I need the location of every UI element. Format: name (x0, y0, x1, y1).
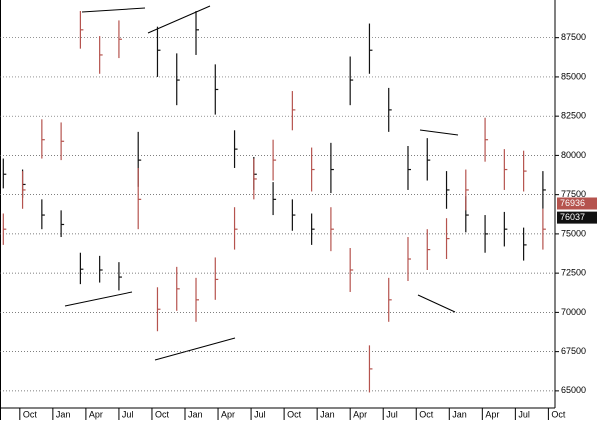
y-tick-label: 72500 (561, 268, 586, 278)
y-tick-label: 80000 (561, 150, 586, 160)
y-tick-label: 75000 (561, 228, 586, 238)
x-tick-label: Jan (452, 409, 467, 419)
x-tick-label: Oct (287, 409, 302, 419)
y-tick-label: 82500 (561, 111, 586, 121)
x-tick-label: Jul (386, 409, 398, 419)
trend-lines (64, 5, 459, 361)
x-tick-label: Oct (551, 409, 566, 419)
x-tick-label: Jan (56, 409, 71, 419)
x-tick-label: Oct (155, 409, 170, 419)
y-tick-label: 87500 (561, 32, 586, 42)
y-tick-label: 65000 (561, 385, 586, 395)
y-tick-label: 77500 (561, 189, 586, 199)
y-tick-label: 67500 (561, 346, 586, 356)
x-tick-label: Jul (122, 409, 134, 419)
y-tick-label: 85000 (561, 71, 586, 81)
x-tick-label: Jul (254, 409, 266, 419)
x-tick-label: Jul (518, 409, 530, 419)
last-value-box (557, 211, 597, 224)
x-tick-label: Oct (23, 409, 38, 419)
x-tick-label: Apr (89, 409, 103, 419)
last-value-label: 76936 (560, 198, 585, 208)
x-tick-label: Apr (221, 409, 235, 419)
x-tick-label: Apr (353, 409, 367, 419)
last-value-box (557, 197, 597, 210)
last-value-label: 76037 (560, 212, 585, 222)
y-tick-label: 70000 (561, 307, 586, 317)
x-tick-label: Apr (485, 409, 499, 419)
x-tick-label: Jan (320, 409, 335, 419)
x-tick-label: Jan (188, 409, 203, 419)
x-tick-label: Oct (419, 409, 434, 419)
